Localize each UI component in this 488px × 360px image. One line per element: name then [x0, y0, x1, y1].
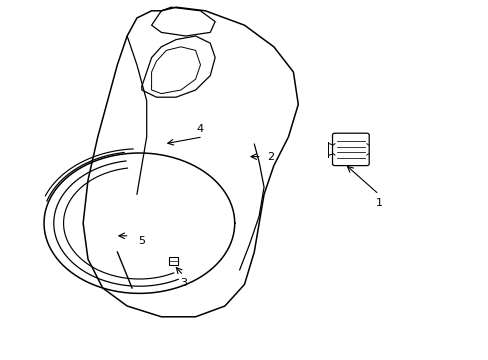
Text: 3: 3 — [180, 278, 186, 288]
Text: 1: 1 — [375, 198, 382, 208]
Text: 2: 2 — [266, 152, 273, 162]
Text: 5: 5 — [138, 236, 145, 246]
FancyBboxPatch shape — [332, 133, 368, 166]
Bar — [169, 257, 178, 265]
Text: 4: 4 — [197, 124, 203, 134]
